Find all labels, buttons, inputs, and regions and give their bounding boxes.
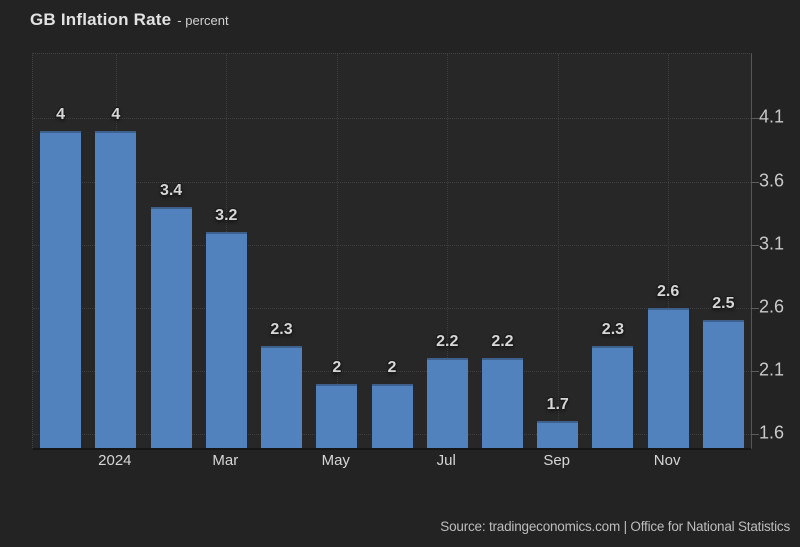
y-axis-tick [751, 434, 759, 436]
y-axis-tick [751, 370, 759, 372]
y-axis-label: 3.1 [759, 233, 785, 254]
vertical-gridline [557, 54, 559, 448]
y-axis: 4.1 3.6 3.1 2.6 2.1 1.6 [759, 53, 800, 447]
x-axis-label: Jul [436, 452, 456, 469]
plot-area: 4 4 3.4 3.2 2.3 2 2 2.2 2.2 1.7 2.3 2.6 2.5 [32, 53, 759, 450]
inflation-bar[interactable] [537, 421, 579, 448]
chart-title: GB Inflation Rate [30, 10, 172, 29]
inflation-bar[interactable] [371, 383, 413, 448]
vertical-gridline [668, 54, 670, 448]
inflation-bar[interactable] [95, 131, 137, 448]
horizontal-gridline [33, 370, 751, 372]
y-axis-label: 3.6 [759, 170, 785, 191]
horizontal-gridline [33, 118, 751, 120]
bar-value-label: 4 [111, 106, 121, 124]
y-axis-label: 1.6 [759, 422, 785, 443]
inflation-bar[interactable] [481, 358, 523, 448]
inflation-bar[interactable] [205, 232, 247, 448]
bar-value-label: 2.2 [491, 333, 514, 351]
bar-value-label: 2.5 [712, 295, 735, 313]
bar-value-label: 2 [332, 358, 342, 376]
x-axis: 2024 Mar May Jul Sep Nov [32, 452, 750, 474]
bar-value-label: 2.3 [270, 320, 293, 338]
inflation-bar[interactable] [150, 206, 192, 448]
bar-value-label: 2 [387, 358, 397, 376]
bar-value-label: 3.4 [159, 181, 183, 199]
x-axis-label: Nov [653, 452, 681, 469]
y-axis-tick [751, 244, 759, 246]
bar-value-label: 4 [56, 106, 66, 124]
bar-value-label: 3.2 [215, 207, 238, 225]
x-axis-label: Mar [212, 452, 239, 469]
source-attribution: Source: tradingeconomics.com | Office fo… [440, 519, 790, 534]
bar-value-label: 1.7 [546, 396, 569, 414]
vertical-gridline [447, 54, 449, 448]
x-axis-label: Sep [543, 452, 571, 469]
inflation-bar[interactable] [40, 131, 82, 448]
inflation-bar[interactable] [592, 345, 634, 448]
bar-value-label: 2.3 [601, 320, 625, 338]
vertical-gridline [336, 54, 338, 448]
y-axis-tick [751, 181, 759, 183]
y-axis-tick [751, 118, 759, 120]
bar-value-label: 2.6 [657, 282, 680, 300]
horizontal-gridline [33, 181, 751, 183]
y-axis-label: 2.6 [759, 296, 785, 317]
horizontal-gridline [33, 307, 751, 309]
y-axis-label: 4.1 [759, 106, 785, 127]
inflation-bar[interactable] [261, 345, 303, 448]
y-axis-label: 2.1 [759, 359, 785, 380]
inflation-bar[interactable] [426, 358, 468, 448]
horizontal-gridline [33, 244, 751, 246]
y-axis-tick [751, 307, 759, 309]
chart-header: GB Inflation Rate - percent [30, 10, 229, 30]
chart-subtitle: - percent [177, 13, 229, 28]
inflation-bar[interactable] [702, 320, 744, 448]
inflation-bar[interactable] [647, 307, 689, 448]
x-axis-label: 2024 [98, 452, 132, 469]
bar-value-label: 2.2 [436, 333, 459, 351]
x-axis-label: May [321, 452, 350, 469]
inflation-bar[interactable] [316, 383, 358, 448]
